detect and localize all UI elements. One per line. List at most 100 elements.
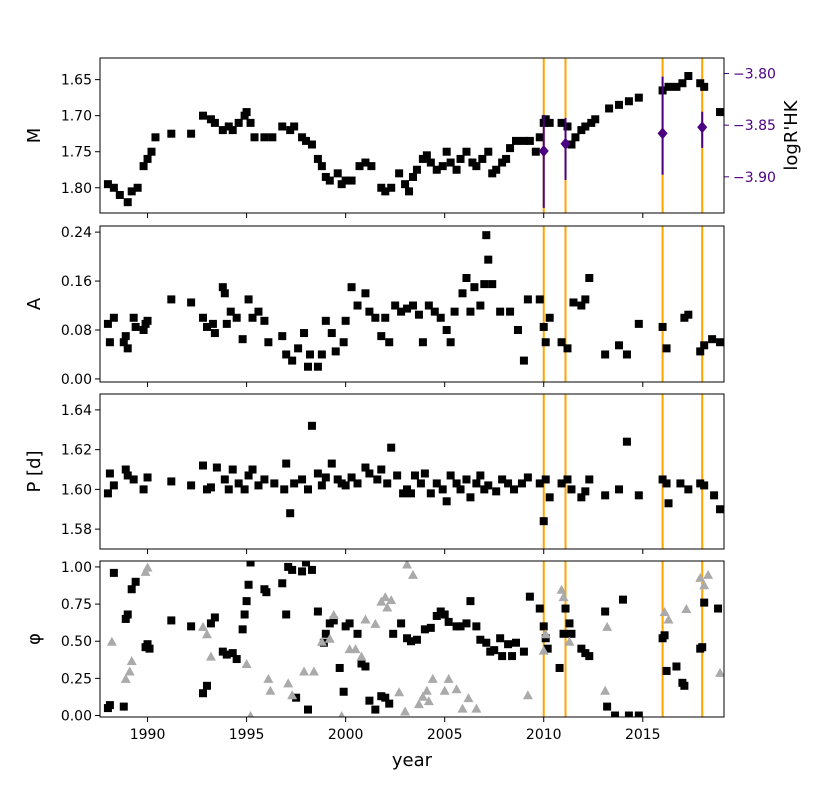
square-point xyxy=(371,313,380,322)
square-point xyxy=(714,604,723,613)
square-point xyxy=(187,481,196,490)
square-point xyxy=(242,108,251,117)
square-point xyxy=(535,604,544,613)
series-phi-0 xyxy=(103,561,723,717)
square-point xyxy=(294,344,303,353)
x-tick-label: 2005 xyxy=(427,727,463,743)
square-point xyxy=(365,307,374,316)
triangle-point xyxy=(471,703,482,713)
square-point xyxy=(228,465,237,474)
square-point xyxy=(408,301,417,310)
y-axis-title: M xyxy=(24,128,45,144)
square-point xyxy=(496,634,505,643)
triangle-point xyxy=(421,685,432,695)
square-point xyxy=(302,561,311,567)
square-point xyxy=(244,471,253,480)
square-point xyxy=(361,662,370,671)
triangle-point xyxy=(198,621,209,631)
square-point xyxy=(567,629,576,638)
square-point xyxy=(304,705,312,714)
square-point xyxy=(496,307,505,316)
square-point xyxy=(220,289,229,298)
square-point xyxy=(304,362,312,371)
series-P-0 xyxy=(103,421,724,526)
square-point xyxy=(535,133,544,142)
square-point xyxy=(476,471,485,480)
square-point xyxy=(220,475,229,484)
square-point xyxy=(432,611,441,620)
square-point xyxy=(355,162,364,171)
square-point xyxy=(490,646,499,655)
square-point xyxy=(313,154,322,163)
square-point xyxy=(512,136,520,145)
square-point xyxy=(365,469,374,478)
triangle-point xyxy=(316,636,327,646)
triangle-point xyxy=(120,673,131,683)
square-point xyxy=(377,465,386,474)
triangle-point xyxy=(241,659,252,669)
square-point xyxy=(133,183,142,192)
square-point xyxy=(510,485,519,494)
square-point xyxy=(248,465,257,474)
square-point xyxy=(557,118,566,127)
square-point xyxy=(440,610,449,619)
triangle-point xyxy=(394,687,405,697)
square-point xyxy=(444,617,453,626)
square-point xyxy=(577,644,586,653)
square-point xyxy=(187,298,196,307)
square-point xyxy=(389,629,398,638)
square-point xyxy=(442,147,451,156)
square-point xyxy=(585,274,594,282)
square-point xyxy=(622,350,631,359)
square-point xyxy=(539,517,548,526)
square-point xyxy=(264,338,273,347)
square-point xyxy=(442,497,451,506)
square-point xyxy=(317,162,326,171)
square-point xyxy=(541,475,550,484)
square-point xyxy=(456,485,465,494)
square-point xyxy=(605,104,614,113)
square-point xyxy=(218,126,227,135)
square-point xyxy=(484,147,493,156)
rhk-diamond-point xyxy=(538,145,549,157)
square-point xyxy=(234,118,243,127)
square-point xyxy=(716,108,724,117)
square-point xyxy=(506,144,515,153)
x-axis-title: year xyxy=(392,750,433,771)
square-point xyxy=(420,625,429,634)
square-point xyxy=(541,338,550,347)
y-tick-label: 0.50 xyxy=(61,634,92,650)
square-point xyxy=(333,169,342,178)
square-point xyxy=(577,493,586,502)
square-point xyxy=(331,347,340,356)
triangle-point xyxy=(205,651,216,661)
square-point xyxy=(353,479,362,488)
square-point xyxy=(262,588,271,597)
square-point xyxy=(143,316,152,325)
square-point xyxy=(341,176,350,185)
square-point xyxy=(480,280,489,289)
triangle-point xyxy=(263,673,274,683)
square-point xyxy=(446,158,455,167)
square-point xyxy=(115,190,124,199)
square-point xyxy=(519,136,528,145)
square-point xyxy=(105,701,114,710)
square-point xyxy=(123,344,132,353)
square-point xyxy=(523,473,532,482)
square-point xyxy=(535,479,544,488)
triangle-point xyxy=(124,666,135,676)
square-point xyxy=(662,479,671,488)
square-point xyxy=(290,479,299,488)
square-point xyxy=(199,313,208,322)
square-point xyxy=(561,604,570,613)
axes-frame xyxy=(99,393,725,550)
square-point xyxy=(700,598,709,607)
y-tick-label: 1.00 xyxy=(61,560,92,576)
square-point xyxy=(684,72,693,81)
square-point xyxy=(601,607,610,616)
x-tick-label: 1995 xyxy=(229,727,265,743)
square-point xyxy=(143,473,152,482)
series-M-0 xyxy=(103,72,724,207)
square-point xyxy=(222,319,231,328)
